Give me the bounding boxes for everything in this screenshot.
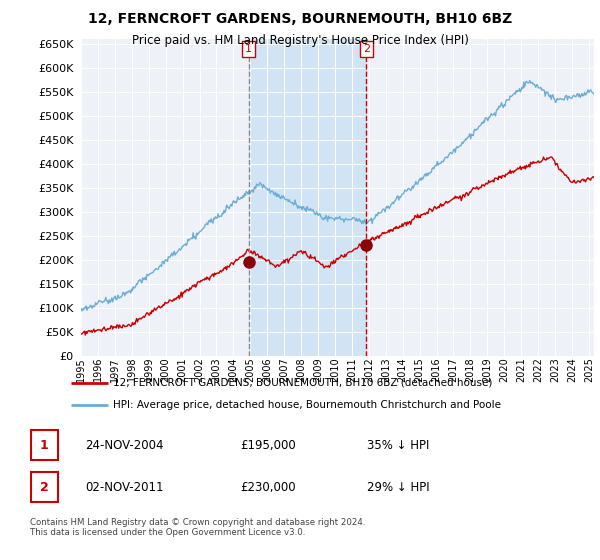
Bar xyxy=(31,430,58,460)
Text: Contains HM Land Registry data © Crown copyright and database right 2024.
This d: Contains HM Land Registry data © Crown c… xyxy=(30,518,365,538)
Text: 1: 1 xyxy=(40,438,49,451)
Text: 2: 2 xyxy=(40,481,49,494)
Text: 1: 1 xyxy=(245,44,252,54)
Bar xyxy=(31,472,58,502)
Text: 12, FERNCROFT GARDENS, BOURNEMOUTH, BH10 6BZ (detached house): 12, FERNCROFT GARDENS, BOURNEMOUTH, BH10… xyxy=(113,378,492,388)
Text: 35% ↓ HPI: 35% ↓ HPI xyxy=(367,438,429,451)
Text: £230,000: £230,000 xyxy=(240,481,295,494)
Bar xyxy=(248,39,366,356)
Text: £195,000: £195,000 xyxy=(240,438,296,451)
Text: HPI: Average price, detached house, Bournemouth Christchurch and Poole: HPI: Average price, detached house, Bour… xyxy=(113,400,501,410)
Text: Price paid vs. HM Land Registry's House Price Index (HPI): Price paid vs. HM Land Registry's House … xyxy=(131,34,469,46)
Text: 2: 2 xyxy=(363,44,370,54)
Text: 29% ↓ HPI: 29% ↓ HPI xyxy=(367,481,430,494)
Text: 02-NOV-2011: 02-NOV-2011 xyxy=(85,481,164,494)
Text: 12, FERNCROFT GARDENS, BOURNEMOUTH, BH10 6BZ: 12, FERNCROFT GARDENS, BOURNEMOUTH, BH10… xyxy=(88,12,512,26)
Text: 24-NOV-2004: 24-NOV-2004 xyxy=(85,438,164,451)
